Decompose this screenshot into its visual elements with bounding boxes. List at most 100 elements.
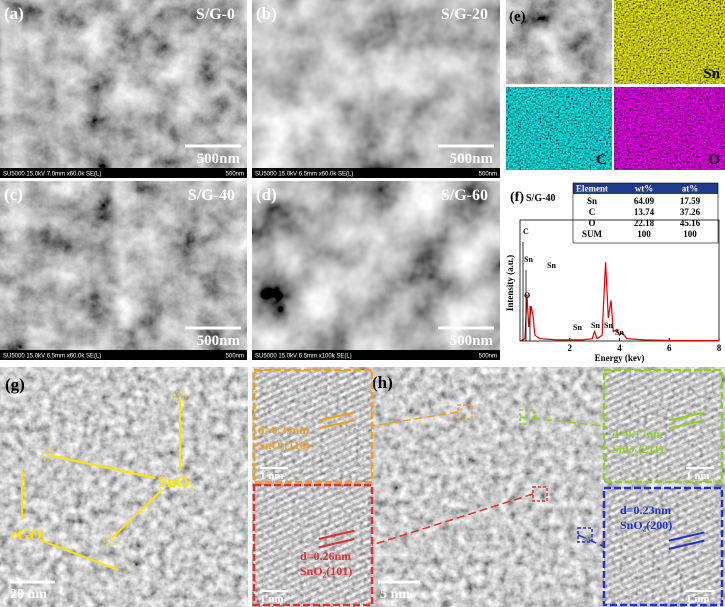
sem-footer-text: SU5000 15.0kV 6.5mm x100k SE(L) [255, 354, 352, 360]
table-cell: 100 [683, 229, 697, 239]
x-tick-label: 6 [667, 343, 672, 353]
spacing-marker [668, 411, 705, 422]
annotation-arrow [39, 539, 119, 571]
scale-bar-label: 1 nm [260, 470, 284, 482]
sem-image [0, 181, 247, 350]
spacing-marker [318, 419, 355, 430]
sample-name: S/G-20 [441, 6, 488, 23]
sem-footer-scale: 500nm [479, 172, 497, 178]
panel-label: (a) [4, 4, 24, 23]
panel-label: (g) [5, 375, 25, 394]
table-border [572, 182, 719, 244]
inset-border [252, 483, 374, 607]
scale-bar-label: 500nm [197, 151, 241, 167]
sem-footer-text: SU5000 15.0kV 6.5mm x60.0k SE(L) [3, 354, 101, 360]
sem-image [252, 181, 500, 350]
lattice-fringes [604, 488, 722, 605]
element-map [614, 0, 725, 84]
crystal-plane: SnO₂(110) [258, 438, 310, 452]
table-cell: O [588, 218, 595, 228]
inset-border [602, 368, 724, 484]
scale-bar-label: 500nm [450, 333, 494, 349]
scale-bar-label: 500nm [450, 151, 494, 167]
connector [371, 493, 534, 546]
sample-name: S/G-60 [441, 187, 488, 204]
table-cell: 45.16 [680, 218, 701, 228]
table-cell: 100 [637, 229, 651, 239]
table-cell: SUM [582, 229, 603, 239]
connector [519, 416, 605, 427]
x-tick-label: 4 [617, 343, 622, 353]
lattice-fringes [254, 485, 372, 605]
region-box [577, 527, 593, 543]
table-header: wt% [635, 184, 654, 194]
table-cell: 64.09 [634, 196, 655, 206]
sem-footer [252, 350, 500, 360]
sample-name: S/G-40 [526, 193, 555, 204]
lattice-fringes [254, 370, 372, 482]
peak-label: Sn [591, 321, 600, 330]
element-map [614, 87, 725, 170]
sem-footer [252, 168, 500, 178]
sample-name: S/G-40 [188, 187, 235, 204]
scale-bar-label: 1 nm [686, 470, 710, 482]
table-cell: 37.26 [680, 207, 701, 217]
element-label: Sn [703, 66, 720, 82]
sem-footer-scale: 500nm [479, 354, 497, 360]
sem-footer [0, 168, 247, 178]
sem-image [0, 0, 247, 168]
table-header: at% [682, 184, 699, 194]
panel-label: (d) [256, 185, 277, 204]
spacing-marker [318, 529, 355, 540]
crystal-plane: SnO₂(101) [300, 564, 352, 578]
particle-label: SnO₂ [158, 474, 193, 491]
table-cell: 22.18 [634, 218, 655, 228]
lattice-fringes [604, 370, 722, 482]
annotation-arrow [47, 454, 156, 479]
highlight-circle [41, 448, 55, 462]
tem-image [0, 367, 248, 607]
element-map [506, 87, 612, 170]
highlight-circle [103, 533, 117, 547]
element-label: C [596, 152, 607, 168]
table-cell: C [589, 207, 596, 217]
scale-bar-label: 5 nm [380, 587, 410, 602]
sem-image [252, 0, 500, 168]
panel-label: (b) [256, 4, 277, 23]
d-spacing: d=0.17nm [612, 427, 663, 441]
spectrum-line [519, 262, 720, 342]
x-axis-label: Energy (kev) [595, 353, 645, 363]
table-cell: 13.74 [634, 207, 655, 217]
peak-label: Sn [615, 328, 624, 337]
spacing-marker [668, 419, 705, 430]
spacing-marker [668, 531, 705, 542]
inset-border [602, 486, 724, 607]
element-label: O [708, 152, 720, 168]
scale-bar-label: 500nm [197, 333, 241, 349]
peak-label: C [523, 227, 529, 236]
inset-border [252, 368, 374, 484]
peak-label: Sn [524, 255, 533, 264]
y-axis-label: Intensity (a.u.) [505, 255, 515, 311]
d-spacing: d=0.23nm [620, 503, 671, 517]
peak-label: Sn [604, 321, 613, 330]
x-tick-label: 2 [568, 343, 573, 353]
sem-footer [0, 350, 247, 360]
table-header: Element [576, 184, 608, 194]
spacing-marker [668, 539, 705, 550]
crystal-plane: SnO₂(211) [612, 442, 664, 456]
highlight-circle [173, 390, 187, 404]
annotation-arrow [109, 489, 163, 541]
crystal-plane: SnO₂(200) [620, 518, 672, 532]
connector [577, 534, 605, 548]
region-box [519, 409, 535, 425]
peak-label: Sn [547, 261, 556, 270]
sem-footer-scale: 500nm [226, 354, 244, 360]
scale-bar-label: 1 nm [260, 593, 284, 605]
sample-name: S/G-0 [196, 6, 235, 23]
scale-bar-label: 1 nm [686, 593, 710, 605]
support-label: rGO [10, 527, 42, 544]
x-tick-label: 8 [717, 343, 722, 353]
d-spacing: d=0.33nm [258, 423, 309, 437]
region-box [532, 486, 548, 502]
